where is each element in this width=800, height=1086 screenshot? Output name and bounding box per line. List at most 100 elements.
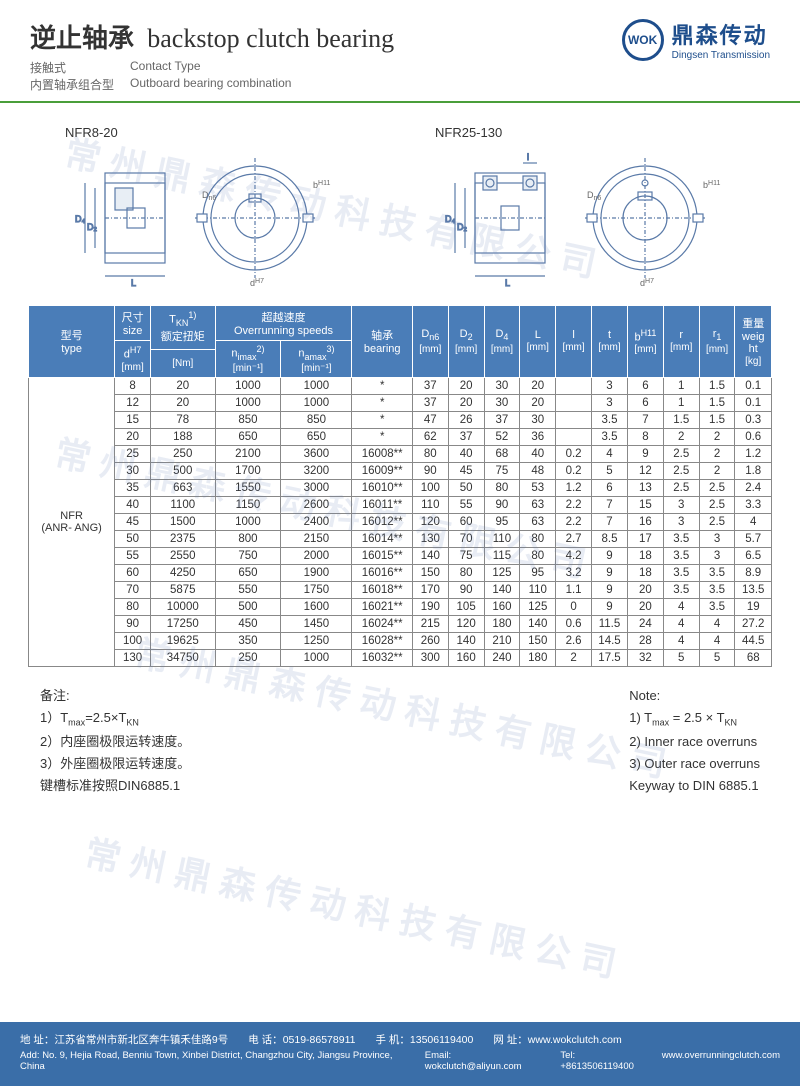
table-cell	[556, 428, 592, 445]
table-cell: 36	[520, 428, 556, 445]
svg-text:D₂: D₂	[87, 222, 97, 232]
subtitle2-en: Outboard bearing combination	[130, 76, 291, 93]
table-cell: 30	[520, 411, 556, 428]
table-cell: 4	[735, 513, 772, 530]
col-dn6: Dn6[mm]	[412, 306, 448, 378]
table-cell: 120	[448, 615, 484, 632]
table-cell: 188	[151, 428, 215, 445]
table-cell: 3.5	[663, 581, 699, 598]
table-cell: 78	[151, 411, 215, 428]
table-cell: 10000	[151, 598, 215, 615]
table-cell: 15	[628, 496, 664, 513]
table-cell: 2.4	[735, 479, 772, 496]
table-cell: 1900	[281, 564, 352, 581]
svg-text:Dn6: Dn6	[202, 190, 216, 202]
table-row: 1578850850*472637303.571.51.50.3	[29, 411, 772, 428]
table-cell: 140	[448, 632, 484, 649]
table-cell: 1000	[215, 513, 281, 530]
table-body: NFR(ANR- ANG)82010001000*372030203611.50…	[29, 377, 772, 666]
table-cell: 2.7	[556, 530, 592, 547]
notes-en: Note: 1) Tmax = 2.5 × TKN 2) Inner race …	[629, 685, 760, 797]
table-cell: 350	[215, 632, 281, 649]
table-cell: 140	[520, 615, 556, 632]
table-cell: 80	[484, 479, 520, 496]
table-cell: 2550	[151, 547, 215, 564]
table-cell: 16	[628, 513, 664, 530]
table-cell: 5	[591, 462, 627, 479]
table-cell: 16028**	[352, 632, 412, 649]
table-cell: 20	[151, 394, 215, 411]
col-size: 尺寸size	[115, 306, 151, 341]
table-cell: 8	[628, 428, 664, 445]
table-cell: 1.5	[699, 411, 735, 428]
table-cell: 32	[628, 649, 664, 666]
table-cell: 3	[699, 547, 735, 564]
table-cell: 140	[412, 547, 448, 564]
table-cell: 2600	[281, 496, 352, 513]
table-cell: 37	[484, 411, 520, 428]
table-cell: 2	[699, 428, 735, 445]
divider-line	[0, 101, 800, 103]
table-cell: 2	[699, 462, 735, 479]
table-cell: 2.6	[556, 632, 592, 649]
table-cell: 16010**	[352, 479, 412, 496]
table-cell: 9	[591, 581, 627, 598]
table-cell: 80	[115, 598, 151, 615]
table-cell: 1.5	[663, 411, 699, 428]
table-cell: 650	[281, 428, 352, 445]
table-cell: 180	[484, 615, 520, 632]
table-cell: 0.6	[735, 428, 772, 445]
table-cell	[556, 377, 592, 394]
table-cell	[556, 411, 592, 428]
col-d2: D2[mm]	[448, 306, 484, 378]
table-cell: 7	[628, 411, 664, 428]
table-cell: 55	[448, 496, 484, 513]
table-cell: 1.5	[699, 377, 735, 394]
svg-text:dH7: dH7	[640, 278, 654, 288]
table-cell: 37	[412, 394, 448, 411]
table-cell: 0.2	[556, 445, 592, 462]
table-cell: 125	[484, 564, 520, 581]
table-cell: 850	[215, 411, 281, 428]
table-cell: 34750	[151, 649, 215, 666]
table-cell: 16024**	[352, 615, 412, 632]
table-cell: 95	[520, 564, 556, 581]
table-cell: 80	[520, 530, 556, 547]
table-cell: 30	[115, 462, 151, 479]
svg-text:bH11: bH11	[313, 180, 330, 190]
table-cell: 19	[735, 598, 772, 615]
table-cell: 40	[520, 445, 556, 462]
diagram-label-left: NFR8-20	[65, 125, 345, 140]
table-cell: 3	[699, 530, 735, 547]
table-cell: 150	[412, 564, 448, 581]
table-cell: 90	[448, 581, 484, 598]
table-cell: 70	[115, 581, 151, 598]
table-cell: 1700	[215, 462, 281, 479]
table-cell: *	[352, 428, 412, 445]
table-cell: 130	[412, 530, 448, 547]
table-cell: 1100	[151, 496, 215, 513]
table-cell: 1.2	[735, 445, 772, 462]
table-cell: 45	[448, 462, 484, 479]
spec-table-wrap: 型号type 尺寸size TKN1)额定扭矩 超越速度Overrunning …	[0, 305, 800, 667]
col-r1: r1[mm]	[699, 306, 735, 378]
watermark: 常 州 鼎 森 传 动 科 技 有 限 公 司	[81, 824, 622, 988]
table-cell: 2.5	[699, 496, 735, 513]
table-cell: 16012**	[352, 513, 412, 530]
table-row: 305001700320016009**904575480.25122.521.…	[29, 462, 772, 479]
table-cell: 650	[215, 564, 281, 581]
table-cell: 95	[484, 513, 520, 530]
company-logo: WOK 鼎森传动 Dingsen Transmission	[622, 18, 770, 61]
table-cell: 16015**	[352, 547, 412, 564]
page-title: 逆止轴承 backstop clutch bearing	[30, 18, 394, 55]
table-cell: *	[352, 377, 412, 394]
table-cell: 62	[412, 428, 448, 445]
table-cell: 12	[628, 462, 664, 479]
table-cell: 9	[628, 445, 664, 462]
table-cell: 215	[412, 615, 448, 632]
table-cell: 37	[412, 377, 448, 394]
table-cell: 16021**	[352, 598, 412, 615]
table-cell: 20	[520, 377, 556, 394]
table-cell: 300	[412, 649, 448, 666]
table-cell: 18	[628, 564, 664, 581]
